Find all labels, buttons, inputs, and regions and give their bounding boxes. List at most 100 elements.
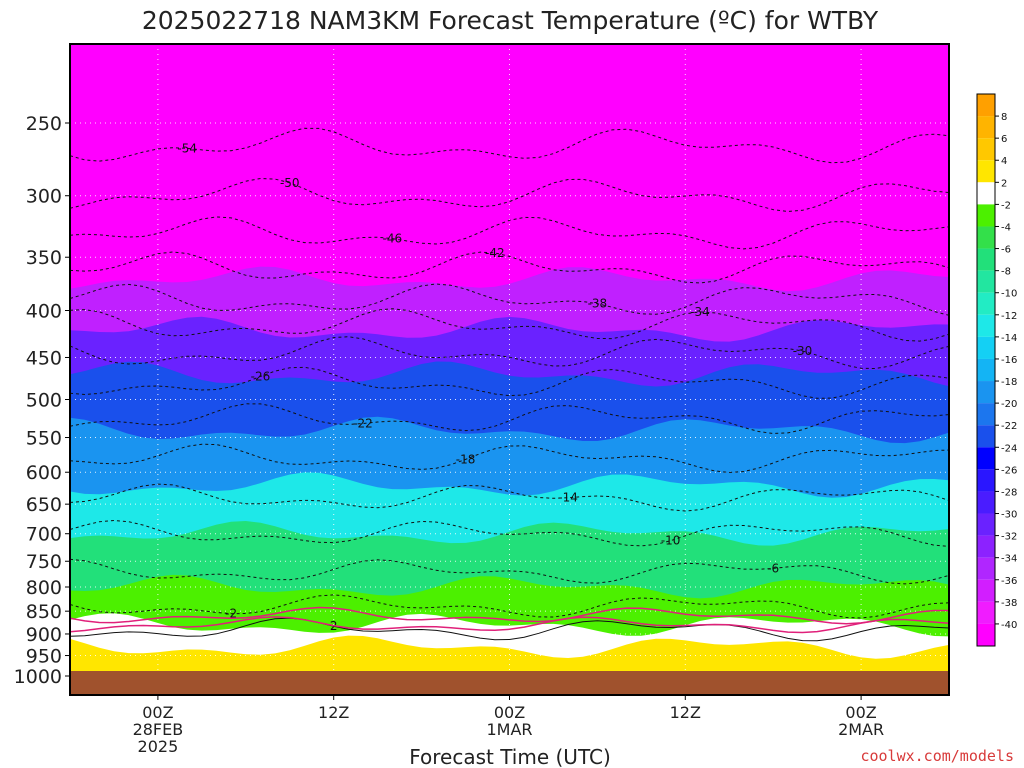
colorbar-swatch (977, 381, 995, 404)
pressure-tick-label: 350 (26, 247, 62, 269)
colorbar-label: -40 (1001, 620, 1017, 631)
time-tick-label: 1MAR (486, 720, 532, 739)
time-tick-label: 12Z (318, 703, 349, 722)
colorbar-label: -26 (1001, 465, 1017, 476)
colorbar-swatch (977, 314, 995, 337)
contour-label: -10 (661, 534, 681, 548)
freezing-line (70, 616, 949, 634)
colorbar-label: -20 (1001, 399, 1017, 410)
contour-line (70, 558, 949, 585)
pressure-tick-label: 800 (26, 577, 62, 599)
colorbar-swatch (977, 447, 995, 470)
contour-label: -30 (793, 344, 813, 358)
contour-line (70, 308, 949, 342)
credit-link[interactable]: coolwx.com/models (860, 747, 1014, 765)
time-tick-label: 00Z (494, 703, 525, 722)
contour-line (70, 251, 949, 284)
colorbar-frame (976, 93, 996, 647)
contour-label: -46 (382, 232, 402, 246)
colorbar-label: -34 (1001, 554, 1017, 565)
time-tick-label: 12Z (670, 703, 701, 722)
contour-line (70, 283, 949, 316)
pressure-tick-label: 300 (26, 186, 62, 208)
colorbar-label: -30 (1001, 510, 1017, 521)
colorbar-swatch (977, 403, 995, 426)
colorbar-swatch (977, 513, 995, 536)
contour-label: -38 (588, 297, 608, 311)
pressure-tick-label: 650 (26, 494, 62, 516)
grid-lines (70, 44, 949, 695)
contour-label: -2 (225, 607, 237, 621)
colorbar-swatch (977, 623, 995, 646)
colorbar-label: -6 (1001, 245, 1011, 256)
contour-label: -50 (280, 176, 300, 190)
pressure-tick-label: 250 (26, 113, 62, 135)
colorbar-swatch (977, 601, 995, 624)
colorbar-label: 8 (1001, 112, 1007, 123)
colorbar-label: -4 (1001, 222, 1011, 233)
freezing-lines (70, 606, 949, 634)
chart-title: 2025022718 NAM3KM Forecast Temperature (… (142, 6, 879, 35)
colorbar-label: 6 (1001, 134, 1007, 145)
contour-line (70, 483, 949, 512)
contour-line (70, 617, 949, 642)
colorbar-swatch (977, 557, 995, 580)
time-tick-label: 2025 (138, 737, 179, 756)
time-tick-label: 2MAR (838, 720, 884, 739)
colorbar-label: 4 (1001, 156, 1007, 167)
contour-lines: -54 -50 -46 -42 -38 -34 -30 -26 -22 -18 -14 -10 -6 -2… (70, 127, 949, 642)
colorbar-swatch (977, 270, 995, 293)
colorbar-swatch (977, 248, 995, 271)
colorbar-label: -18 (1001, 377, 1017, 388)
contour-label: -6 (767, 561, 779, 575)
contour-line (70, 127, 949, 164)
pressure-tick-label: 900 (26, 624, 62, 646)
colorbar-swatch (977, 292, 995, 315)
colorbar-label: -10 (1001, 289, 1017, 300)
colorbar-swatch (977, 535, 995, 558)
colorbar-label: -28 (1001, 487, 1017, 498)
colorbar-swatch (977, 425, 995, 448)
contour-line (70, 216, 949, 250)
colorbar-label: -32 (1001, 532, 1017, 543)
colorbar-label: -38 (1001, 598, 1017, 609)
freezing-line (70, 606, 949, 625)
pressure-tick-label: 500 (26, 390, 62, 412)
contour-label: -42 (485, 246, 505, 260)
plot-area: -54 -50 -46 -42 -38 -34 -30 -26 -22 -18 -14 -10 -6 -2… (70, 44, 949, 695)
contour-label: -22 (353, 416, 373, 430)
pressure-axis: 2503003504004505005506006507007508008509… (14, 113, 70, 688)
colorbar-label: -14 (1001, 333, 1017, 344)
contour-line (70, 177, 949, 213)
colorbar-swatch (977, 469, 995, 492)
colorbar-label: -16 (1001, 355, 1017, 366)
contour-label: -26 (251, 369, 271, 383)
contour-line (70, 594, 949, 619)
colorbar-swatch (977, 116, 995, 139)
colorbar-swatch (977, 491, 995, 514)
colorbar-swatch (977, 182, 995, 205)
time-tick-label: 28FEB (133, 720, 184, 739)
contour-label: -18 (456, 452, 476, 466)
colorbar-swatch (977, 226, 995, 249)
pressure-tick-label: 850 (26, 601, 62, 623)
contour-line (70, 519, 949, 547)
pressure-tick-label: 450 (26, 347, 62, 369)
colorbar-swatch (977, 94, 995, 117)
time-tick-label: 00Z (142, 703, 173, 722)
pressure-tick-label: 600 (26, 462, 62, 484)
colorbar-label: -2 (1001, 200, 1011, 211)
x-axis-label: Forecast Time (UTC) (409, 745, 611, 768)
contour-label: -14 (558, 491, 578, 505)
pressure-tick-label: 950 (26, 646, 62, 668)
ground-surface (70, 671, 949, 695)
colorbar-swatch (977, 204, 995, 227)
pressure-tick-label: 700 (26, 524, 62, 546)
pressure-tick-label: 750 (26, 551, 62, 573)
colorbar-label: -24 (1001, 443, 1017, 454)
colorbar-label: 2 (1001, 178, 1007, 189)
colorbar-swatch (977, 138, 995, 161)
colorbar-label: -12 (1001, 311, 1017, 322)
pressure-tick-label: 1000 (14, 666, 62, 688)
